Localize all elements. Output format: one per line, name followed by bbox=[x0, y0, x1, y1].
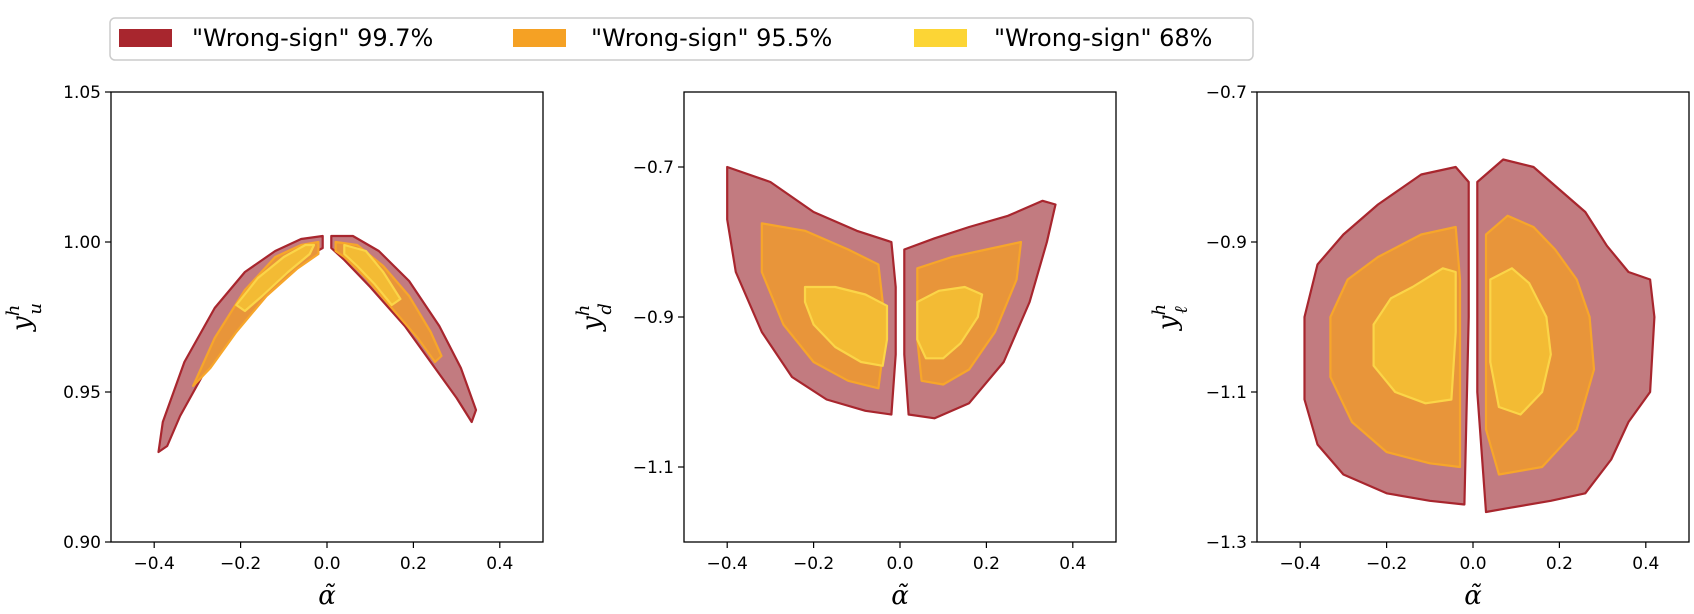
contour-68-lobe-2 bbox=[1489, 267, 1552, 416]
panel-1: −0.4 −0.2 0.0 0.2 0.4 0.90 0.95 1.00 1.05 α̃ yhu bbox=[3, 83, 544, 611]
legend-swatch-68 bbox=[914, 29, 967, 47]
panel-2-contours bbox=[726, 165, 1057, 420]
y-tick-label: −0.7 bbox=[1206, 83, 1247, 103]
x-tick-label: 0.4 bbox=[486, 554, 513, 574]
legend-label-68: "Wrong-sign" 68% bbox=[994, 24, 1212, 52]
panel-1-frame bbox=[110, 91, 544, 543]
panel-3-contours bbox=[1303, 158, 1656, 514]
contour-68-lobe-1 bbox=[803, 285, 889, 367]
y-tick-label: 0.90 bbox=[63, 533, 101, 553]
y-axis-label: yhℓ bbox=[1149, 304, 1192, 331]
contour-68-lobe-2 bbox=[343, 243, 402, 307]
panel-3: −0.4 −0.2 0.0 0.2 0.4 −1.3 −1.1 −0.9 −0.7 α̃ yhℓ bbox=[1149, 83, 1690, 611]
x-tick-label: −0.4 bbox=[707, 554, 748, 574]
legend-label-955: "Wrong-sign" 95.5% bbox=[591, 24, 832, 52]
x-tick-label: 0.0 bbox=[886, 554, 913, 574]
y-tick-label: −1.1 bbox=[633, 458, 674, 478]
y-axis-label: yhu bbox=[3, 303, 46, 332]
x-tick-label: 0.0 bbox=[313, 554, 340, 574]
x-tick-label: −0.2 bbox=[793, 554, 834, 574]
x-tick-label: −0.2 bbox=[220, 554, 261, 574]
legend: "Wrong-sign" 99.7% "Wrong-sign" 95.5% "W… bbox=[109, 17, 1254, 61]
y-tick-label: −1.3 bbox=[1206, 533, 1247, 553]
contour-997-lobe-1 bbox=[157, 234, 324, 454]
panel-2: −0.4 −0.2 0.0 0.2 0.4 −1.1 −0.9 −0.7 α̃ yhd bbox=[573, 91, 1117, 611]
x-tick-label: 0.4 bbox=[1059, 554, 1086, 574]
y-tick-label: −0.9 bbox=[1206, 233, 1247, 253]
legend-label-997: "Wrong-sign" 99.7% bbox=[192, 24, 433, 52]
panel-1-contours bbox=[157, 234, 478, 454]
y-tick-label: 0.95 bbox=[63, 383, 101, 403]
x-tick-label: 0.2 bbox=[400, 554, 427, 574]
x-tick-label: 0.0 bbox=[1459, 554, 1486, 574]
contour-68-lobe-1 bbox=[1372, 267, 1457, 405]
y-tick-label: −0.9 bbox=[633, 308, 674, 328]
x-axis-label: α̃ bbox=[318, 581, 336, 611]
legend-frame bbox=[109, 17, 1254, 61]
x-tick-label: −0.2 bbox=[1366, 554, 1407, 574]
x-tick-label: −0.4 bbox=[134, 554, 175, 574]
contour-68-lobe-2 bbox=[916, 285, 984, 360]
legend-swatch-997 bbox=[119, 29, 172, 47]
contour-68-lobe-1 bbox=[235, 243, 316, 313]
x-axis-label: α̃ bbox=[891, 581, 909, 611]
y-tick-label: 1.05 bbox=[63, 83, 101, 103]
y-tick-label: −0.7 bbox=[633, 158, 674, 178]
x-tick-label: 0.4 bbox=[1632, 554, 1659, 574]
x-tick-label: 0.2 bbox=[1546, 554, 1573, 574]
panel-2-frame bbox=[683, 91, 1117, 543]
x-axis-label: α̃ bbox=[1464, 581, 1482, 611]
panels: −0.4 −0.2 0.0 0.2 0.40.900.951.001.05α̃yhu−0… bbox=[3, 83, 1690, 611]
x-tick-label: 0.2 bbox=[973, 554, 1000, 574]
y-tick-label: 1.00 bbox=[63, 233, 101, 253]
contour-997-lobe-2 bbox=[330, 234, 478, 424]
y-tick-label: −1.1 bbox=[1206, 383, 1247, 403]
legend-swatch-955 bbox=[513, 29, 566, 47]
y-axis-label: yhd bbox=[573, 303, 616, 332]
x-tick-label: −0.4 bbox=[1280, 554, 1321, 574]
